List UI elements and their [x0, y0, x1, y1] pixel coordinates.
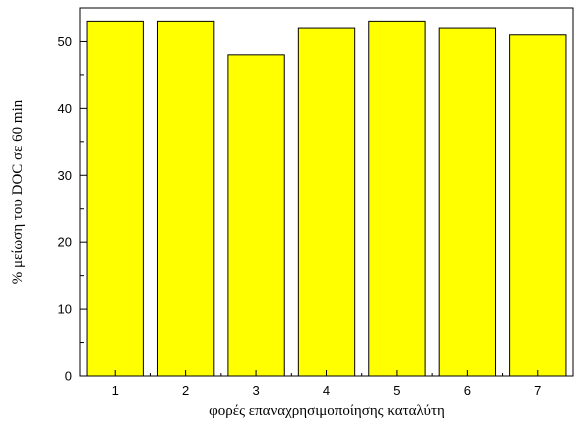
y-axis-title: % μείωση του DOC σε 60 min [10, 99, 26, 284]
y-axis: 0 10 20 30 40 50 [58, 7, 87, 384]
y-tick-label: 0 [65, 369, 72, 384]
x-tick-label: 6 [464, 383, 471, 398]
bar-2 [156, 20, 215, 377]
x-tick-label: 5 [393, 383, 400, 398]
y-tick-label: 20 [58, 235, 72, 250]
x-axis-title: φορές επαναχρησιμοποίησης καταλύτη [209, 403, 445, 419]
x-tick-label: 1 [112, 383, 119, 398]
y-tick-label: 10 [58, 302, 72, 317]
bar-7 [509, 34, 567, 377]
bar-1 [86, 20, 144, 377]
y-tick-label: 50 [58, 34, 72, 49]
x-tick-label: 3 [252, 383, 259, 398]
bar-5 [368, 20, 426, 377]
bar-3 [227, 54, 285, 377]
x-tick-label: 2 [182, 383, 189, 398]
x-axis: 1 2 3 4 5 6 7 [79, 370, 574, 398]
bar-6 [438, 27, 497, 377]
x-tick-label: 4 [323, 383, 330, 398]
bars-group [86, 20, 567, 377]
bar-4 [297, 27, 356, 377]
y-tick-label: 40 [58, 101, 72, 116]
x-tick-label: 7 [534, 383, 541, 398]
y-tick-label: 30 [58, 168, 72, 183]
